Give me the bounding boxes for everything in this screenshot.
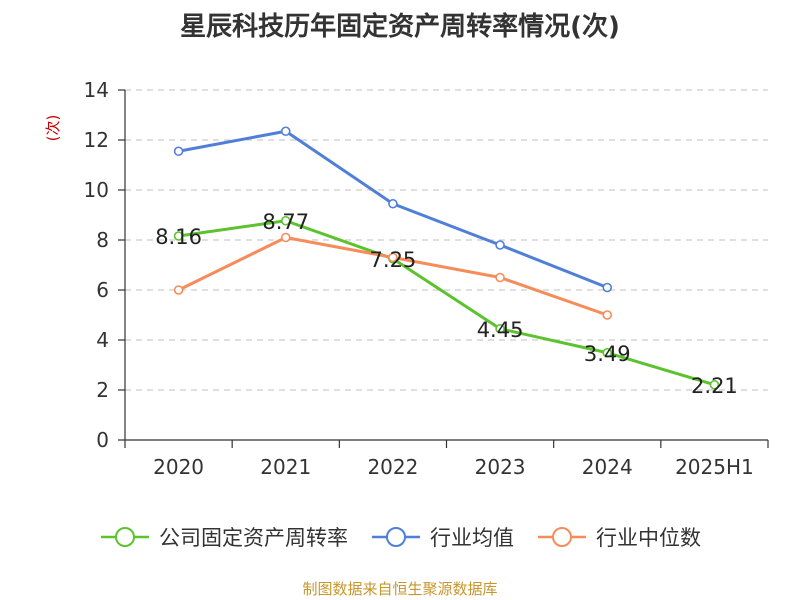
data-label: 3.49	[584, 342, 631, 366]
data-label: 8.77	[262, 210, 309, 234]
legend-label: 公司固定资产周转率	[159, 526, 348, 550]
data-point	[602, 282, 613, 293]
data-point	[602, 347, 613, 358]
x-tick-label: 2020	[153, 455, 204, 479]
axes: 0 2 4 6 8 10 12 14 2020 2021 2022 2023 2024 2025H1	[84, 78, 769, 479]
y-axis-label: (次)	[44, 115, 62, 142]
data-point	[173, 146, 184, 157]
data-point	[602, 310, 613, 320]
data-point	[173, 231, 184, 241]
legend-label: 行业中位数	[596, 526, 701, 550]
data-point	[280, 232, 291, 243]
x-tick-label: 2021	[260, 455, 311, 479]
chart-title: 星辰科技历年固定资产周转率情况(次)	[180, 12, 620, 42]
data-point	[173, 285, 184, 295]
legend-swatch	[372, 527, 420, 547]
y-tick-label: 2	[96, 378, 109, 402]
data-point	[495, 323, 505, 334]
data-point	[388, 252, 398, 263]
data-label: 8.16	[155, 225, 202, 249]
data-point	[280, 126, 291, 137]
data-point	[495, 272, 505, 283]
y-tick-label: 0	[96, 428, 109, 452]
y-tick-label: 6	[96, 278, 109, 302]
y-tick-label: 14	[84, 78, 109, 102]
y-tick-label: 8	[96, 228, 109, 252]
y-tick-label: 4	[96, 328, 109, 352]
y-tick-label: 10	[84, 178, 109, 202]
x-tick-label: 2024	[582, 455, 633, 479]
legend-item[interactable]: 行业中位数	[536, 522, 701, 552]
legend-swatch	[538, 527, 586, 547]
data-point	[709, 379, 720, 390]
data-label: 7.25	[370, 248, 417, 272]
legend-item[interactable]: 公司固定资产周转率	[99, 522, 348, 552]
legend-swatch	[101, 527, 149, 547]
legend-item[interactable]: 行业均值	[370, 522, 514, 552]
data-label: 2.21	[691, 374, 738, 398]
data-point	[388, 198, 398, 209]
x-tick-label: 2023	[475, 455, 526, 479]
series-lines	[173, 126, 720, 390]
x-tick-label: 2022	[367, 455, 418, 479]
x-tick-label: 2025H1	[675, 455, 754, 479]
data-labels: 8.16 8.77 7.25 4.45 3.49 2.21	[155, 210, 738, 398]
grid-lines	[125, 89, 768, 391]
series-line	[178, 219, 715, 387]
source-note: 制图数据来自恒生聚源数据库	[302, 580, 498, 598]
data-point	[495, 240, 505, 250]
data-point	[280, 215, 291, 226]
legend: 公司固定资产周转率 行业均值 行业中位数	[0, 522, 800, 552]
legend-label: 行业均值	[430, 526, 514, 550]
data-label: 4.45	[477, 318, 524, 342]
y-tick-label: 12	[84, 128, 109, 152]
